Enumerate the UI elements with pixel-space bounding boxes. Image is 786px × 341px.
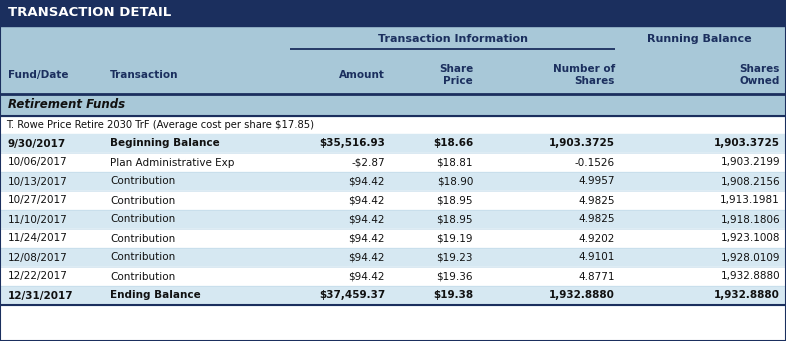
Text: 10/13/2017: 10/13/2017 xyxy=(8,177,68,187)
Bar xyxy=(0,248,786,267)
Text: -$2.87: -$2.87 xyxy=(351,158,385,167)
Bar xyxy=(0,267,786,286)
Text: 10/06/2017: 10/06/2017 xyxy=(8,158,68,167)
Text: 11/24/2017: 11/24/2017 xyxy=(8,234,68,243)
Text: Running Balance: Running Balance xyxy=(647,34,751,44)
Bar xyxy=(0,0,786,26)
Text: Contribution: Contribution xyxy=(110,271,175,282)
Text: 1,903.3725: 1,903.3725 xyxy=(549,138,615,148)
Text: 1,932.8880: 1,932.8880 xyxy=(549,291,615,300)
Text: $18.95: $18.95 xyxy=(436,214,473,224)
Text: 11/10/2017: 11/10/2017 xyxy=(8,214,68,224)
Text: 12/08/2017: 12/08/2017 xyxy=(8,252,68,263)
Text: $94.42: $94.42 xyxy=(348,214,385,224)
Text: -0.1526: -0.1526 xyxy=(575,158,615,167)
Text: Amount: Amount xyxy=(339,70,385,80)
Text: $18.81: $18.81 xyxy=(436,158,473,167)
Text: $18.90: $18.90 xyxy=(437,177,473,187)
Text: 1,932.8880: 1,932.8880 xyxy=(721,271,780,282)
Text: Contribution: Contribution xyxy=(110,234,175,243)
Text: 1,923.1008: 1,923.1008 xyxy=(721,234,780,243)
Text: 1,918.1806: 1,918.1806 xyxy=(721,214,780,224)
Text: 12/22/2017: 12/22/2017 xyxy=(8,271,68,282)
Text: Plan Administrative Exp: Plan Administrative Exp xyxy=(110,158,234,167)
Bar xyxy=(0,229,786,248)
Text: Transaction: Transaction xyxy=(110,70,178,80)
Bar xyxy=(0,210,786,229)
Text: Transaction Information: Transaction Information xyxy=(377,34,527,44)
Text: Beginning Balance: Beginning Balance xyxy=(110,138,220,148)
Text: Retirement Funds: Retirement Funds xyxy=(8,99,125,112)
Text: $19.36: $19.36 xyxy=(436,271,473,282)
Bar xyxy=(0,286,786,305)
Text: 1,913.1981: 1,913.1981 xyxy=(720,195,780,206)
Text: 4.9825: 4.9825 xyxy=(578,195,615,206)
Text: 4.9202: 4.9202 xyxy=(578,234,615,243)
Text: Contribution: Contribution xyxy=(110,195,175,206)
Text: $94.42: $94.42 xyxy=(348,252,385,263)
Text: $19.23: $19.23 xyxy=(436,252,473,263)
Text: $19.19: $19.19 xyxy=(436,234,473,243)
Bar xyxy=(0,116,786,134)
Text: 1,928.0109: 1,928.0109 xyxy=(721,252,780,263)
Bar xyxy=(0,191,786,210)
Text: $35,516.93: $35,516.93 xyxy=(319,138,385,148)
Text: 4.9101: 4.9101 xyxy=(578,252,615,263)
Text: 1,932.8880: 1,932.8880 xyxy=(714,291,780,300)
Text: Contribution: Contribution xyxy=(110,214,175,224)
Text: TRANSACTION DETAIL: TRANSACTION DETAIL xyxy=(8,6,171,19)
Text: Shares
Owned: Shares Owned xyxy=(740,64,780,86)
Text: $37,459.37: $37,459.37 xyxy=(319,291,385,300)
Bar xyxy=(0,153,786,172)
Bar xyxy=(0,134,786,153)
Text: Ending Balance: Ending Balance xyxy=(110,291,200,300)
Text: T. Rowe Price Retire 2030 TrF (Average cost per share $17.85): T. Rowe Price Retire 2030 TrF (Average c… xyxy=(6,120,314,130)
Text: $18.66: $18.66 xyxy=(433,138,473,148)
Text: 1,908.2156: 1,908.2156 xyxy=(721,177,780,187)
Text: Share
Price: Share Price xyxy=(439,64,473,86)
Text: 4.9957: 4.9957 xyxy=(578,177,615,187)
Text: $18.95: $18.95 xyxy=(436,195,473,206)
Text: 4.8771: 4.8771 xyxy=(578,271,615,282)
Text: $94.42: $94.42 xyxy=(348,195,385,206)
Text: $19.38: $19.38 xyxy=(433,291,473,300)
Text: 10/27/2017: 10/27/2017 xyxy=(8,195,68,206)
Text: $94.42: $94.42 xyxy=(348,271,385,282)
Bar xyxy=(0,172,786,191)
Text: 1,903.3725: 1,903.3725 xyxy=(714,138,780,148)
Text: 12/31/2017: 12/31/2017 xyxy=(8,291,74,300)
Text: Contribution: Contribution xyxy=(110,177,175,187)
Text: 1,903.2199: 1,903.2199 xyxy=(721,158,780,167)
Bar xyxy=(0,94,786,116)
Text: $94.42: $94.42 xyxy=(348,177,385,187)
Bar xyxy=(0,26,786,94)
Text: 4.9825: 4.9825 xyxy=(578,214,615,224)
Text: Fund/Date: Fund/Date xyxy=(8,70,68,80)
Text: 9/30/2017: 9/30/2017 xyxy=(8,138,66,148)
Text: Contribution: Contribution xyxy=(110,252,175,263)
Text: $94.42: $94.42 xyxy=(348,234,385,243)
Text: Number of
Shares: Number of Shares xyxy=(553,64,615,86)
